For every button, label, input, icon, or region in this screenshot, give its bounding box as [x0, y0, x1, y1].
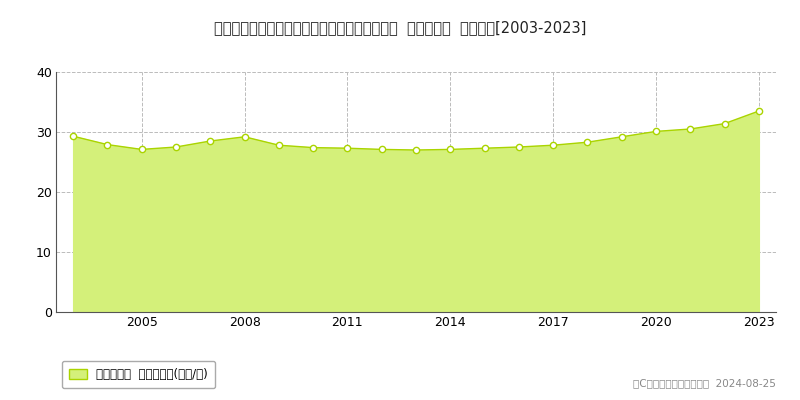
- Legend: 基準地価格  平均坪単価(万円/坪): 基準地価格 平均坪単価(万円/坪): [62, 361, 215, 388]
- Text: （C）土地価格ドットコム  2024-08-25: （C）土地価格ドットコム 2024-08-25: [633, 378, 776, 388]
- Text: 愛知県知多郡東浦町大字藤江字ふじが丘４番７  基準地価格  地価推移[2003-2023]: 愛知県知多郡東浦町大字藤江字ふじが丘４番７ 基準地価格 地価推移[2003-20…: [214, 20, 586, 35]
